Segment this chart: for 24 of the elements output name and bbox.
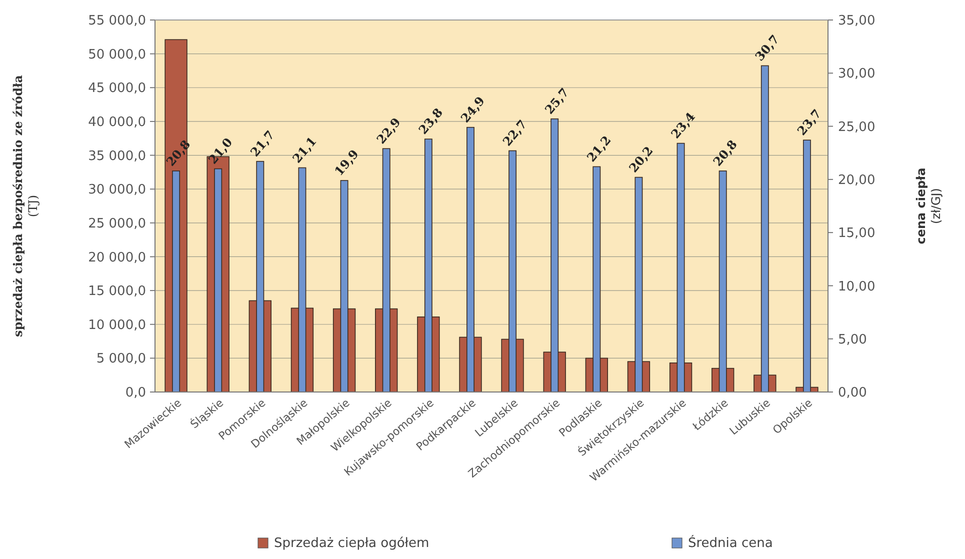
y2-tick-label: 10,00 (838, 279, 876, 294)
y-tick-label: 50 000,0 (88, 47, 146, 62)
y-tick-label: 0,0 (125, 386, 146, 401)
y2-tick-label: 15,00 (838, 226, 876, 242)
y-tick-label: 35 000,0 (88, 148, 146, 164)
y2-tick-label: 0,00 (838, 386, 867, 401)
y-tick-label: 20 000,0 (88, 250, 146, 266)
y-tick-label: 10 000,0 (88, 318, 146, 333)
y2-tick-label: 30,00 (838, 66, 876, 82)
y-tick-label: 55 000,0 (88, 14, 146, 29)
y-tick-label: 15 000,0 (88, 284, 146, 300)
y-tick-label: 40 000,0 (88, 115, 146, 130)
y-axis-title: sprzedaż ciepła bezpośrednio ze źródła (TJ) (11, 74, 40, 337)
y-tick-label: 25 000,0 (88, 216, 146, 232)
y2-tick-label: 20,00 (838, 172, 876, 188)
y2-tick-label: 25,00 (838, 120, 876, 135)
legend-label: Średnia cena (688, 534, 773, 551)
y2-tick-label: 35,00 (838, 14, 876, 29)
y-tick-label: 30 000,0 (88, 182, 146, 198)
y2-axis-title: cena ciepła (zł/GJ) (914, 168, 943, 244)
y2-tick-label: 5,00 (838, 332, 867, 348)
y-tick-label: 45 000,0 (88, 81, 146, 96)
legend-label: Sprzedaż ciepła ogółem (274, 536, 430, 551)
y-tick-label: 5 000,0 (96, 352, 146, 367)
